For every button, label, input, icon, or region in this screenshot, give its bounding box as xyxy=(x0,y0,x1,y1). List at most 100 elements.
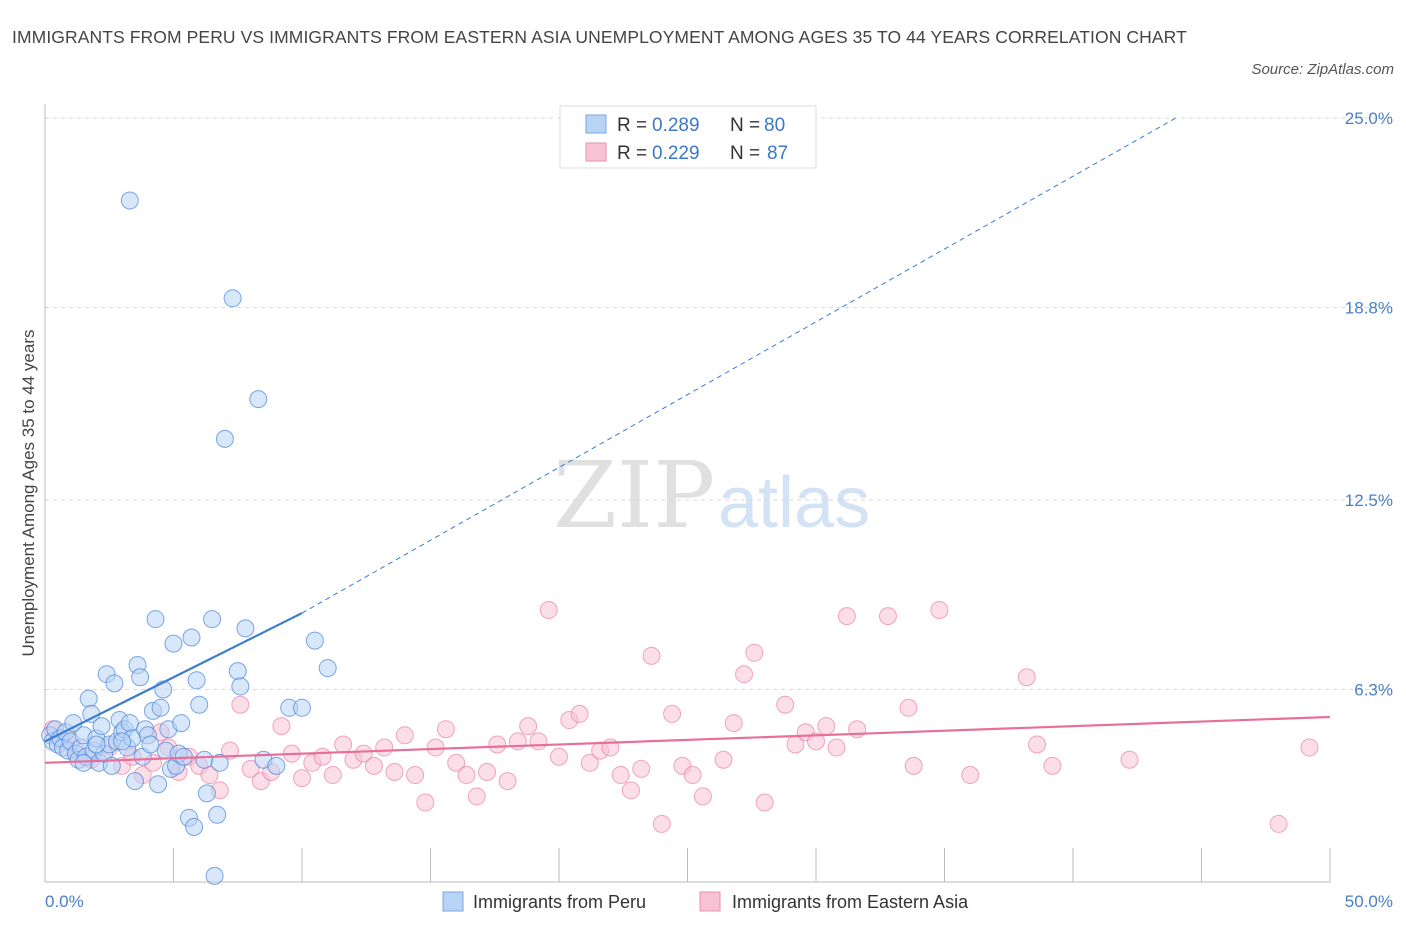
peru-point xyxy=(120,191,139,210)
peru-point xyxy=(105,674,124,693)
peru-point xyxy=(151,698,170,717)
x-tick-label-max: 50.0% xyxy=(1345,892,1393,911)
legend-swatch-peru xyxy=(585,114,607,134)
asia-point xyxy=(807,732,825,751)
peru-point xyxy=(172,714,191,733)
peru-point xyxy=(187,671,206,690)
asia-point xyxy=(354,744,373,763)
asia-point xyxy=(714,750,733,769)
peru-point xyxy=(125,772,144,791)
asia-point xyxy=(416,793,435,812)
asia-point xyxy=(776,695,795,714)
peru-point xyxy=(205,866,224,885)
asia-point xyxy=(930,601,949,620)
legend-n-label-peru: N = xyxy=(730,115,760,136)
legend-swatch-asia xyxy=(585,142,607,162)
grid-lines xyxy=(45,117,1390,690)
peru-trend-line xyxy=(44,612,303,743)
asia-point xyxy=(375,738,394,757)
asia-series xyxy=(43,601,1319,833)
asia-point xyxy=(519,717,538,736)
asia-point xyxy=(426,738,445,757)
asia-point xyxy=(385,762,404,781)
peru-point xyxy=(305,631,324,650)
asia-point xyxy=(539,601,558,620)
asia-point xyxy=(529,732,548,751)
asia-point xyxy=(621,781,640,800)
asia-point xyxy=(755,793,774,812)
peru-point xyxy=(120,714,139,733)
bottom-legend-label-asia: Immigrants from Eastern Asia xyxy=(732,892,969,912)
legend-n-value-asia: 87 xyxy=(767,143,788,164)
legend-r-label-peru: R = xyxy=(617,115,647,136)
peru-point xyxy=(249,390,268,409)
peru-series xyxy=(41,191,337,885)
asia-point xyxy=(406,766,425,785)
asia-point xyxy=(817,717,836,736)
peru-point xyxy=(203,610,222,629)
asia-point xyxy=(899,698,918,717)
peru-point xyxy=(149,775,168,794)
peru-point xyxy=(267,756,286,775)
asia-point xyxy=(580,753,599,772)
source-label: Source: ZipAtlas.com xyxy=(1251,61,1394,78)
peru-point xyxy=(215,429,234,448)
y-tick-label: 25.0% xyxy=(1345,109,1393,128)
bottom-legend-swatch-peru xyxy=(442,891,464,912)
peru-point xyxy=(185,817,204,836)
asia-point xyxy=(488,735,507,754)
peru-point xyxy=(236,619,255,638)
watermark: ZIP atlas xyxy=(553,442,870,549)
asia-point xyxy=(652,814,671,833)
asia-point xyxy=(827,738,846,757)
watermark-atlas: atlas xyxy=(718,463,870,543)
peru-point xyxy=(293,698,311,717)
asia-point xyxy=(364,756,383,775)
peru-point xyxy=(141,735,160,754)
asia-point xyxy=(1120,750,1139,769)
asia-point xyxy=(878,607,897,626)
legend-box: R = 0.289 N = 80 R = 0.229 N = 87 xyxy=(559,105,817,169)
peru-point xyxy=(182,628,201,647)
asia-point xyxy=(735,665,754,684)
asia-point xyxy=(293,769,311,788)
asia-point xyxy=(837,607,856,626)
asia-point xyxy=(1017,668,1036,687)
asia-point xyxy=(611,766,630,785)
asia-point xyxy=(961,766,980,785)
peru-point xyxy=(164,634,183,653)
trend-lines xyxy=(44,117,1331,764)
legend-r-value-asia: 0.229 xyxy=(652,143,700,164)
asia-point xyxy=(745,643,764,662)
asia-trend-line xyxy=(44,715,1331,764)
watermark-zip: ZIP xyxy=(553,442,715,549)
asia-point xyxy=(663,704,682,723)
asia-point xyxy=(395,726,414,745)
asia-point xyxy=(632,759,651,778)
asia-point xyxy=(221,741,240,760)
peru-point xyxy=(223,289,242,308)
y-tick-label: 12.5% xyxy=(1345,491,1393,510)
asia-point xyxy=(1028,735,1047,754)
peru-point xyxy=(146,610,165,629)
peru-point xyxy=(131,668,150,687)
bottom-legend-label-peru: Immigrants from Peru xyxy=(473,892,646,912)
peru-point xyxy=(92,717,111,736)
peru-point xyxy=(190,695,209,714)
asia-point xyxy=(508,732,527,751)
asia-point xyxy=(1300,738,1319,757)
asia-point xyxy=(724,714,743,733)
asia-point xyxy=(272,717,291,736)
peru-point xyxy=(318,659,337,678)
asia-point xyxy=(478,762,497,781)
legend-n-value-peru: 80 xyxy=(764,115,785,136)
legend-r-value-peru: 0.289 xyxy=(652,115,700,136)
peru-point xyxy=(195,750,214,769)
asia-point xyxy=(693,787,712,806)
asia-point xyxy=(231,695,250,714)
x-axis-ticks xyxy=(44,848,1331,882)
peru-point xyxy=(228,662,247,681)
y-tick-label: 18.8% xyxy=(1345,298,1393,317)
asia-point xyxy=(642,646,661,665)
legend-n-label-asia: N = xyxy=(730,143,760,164)
